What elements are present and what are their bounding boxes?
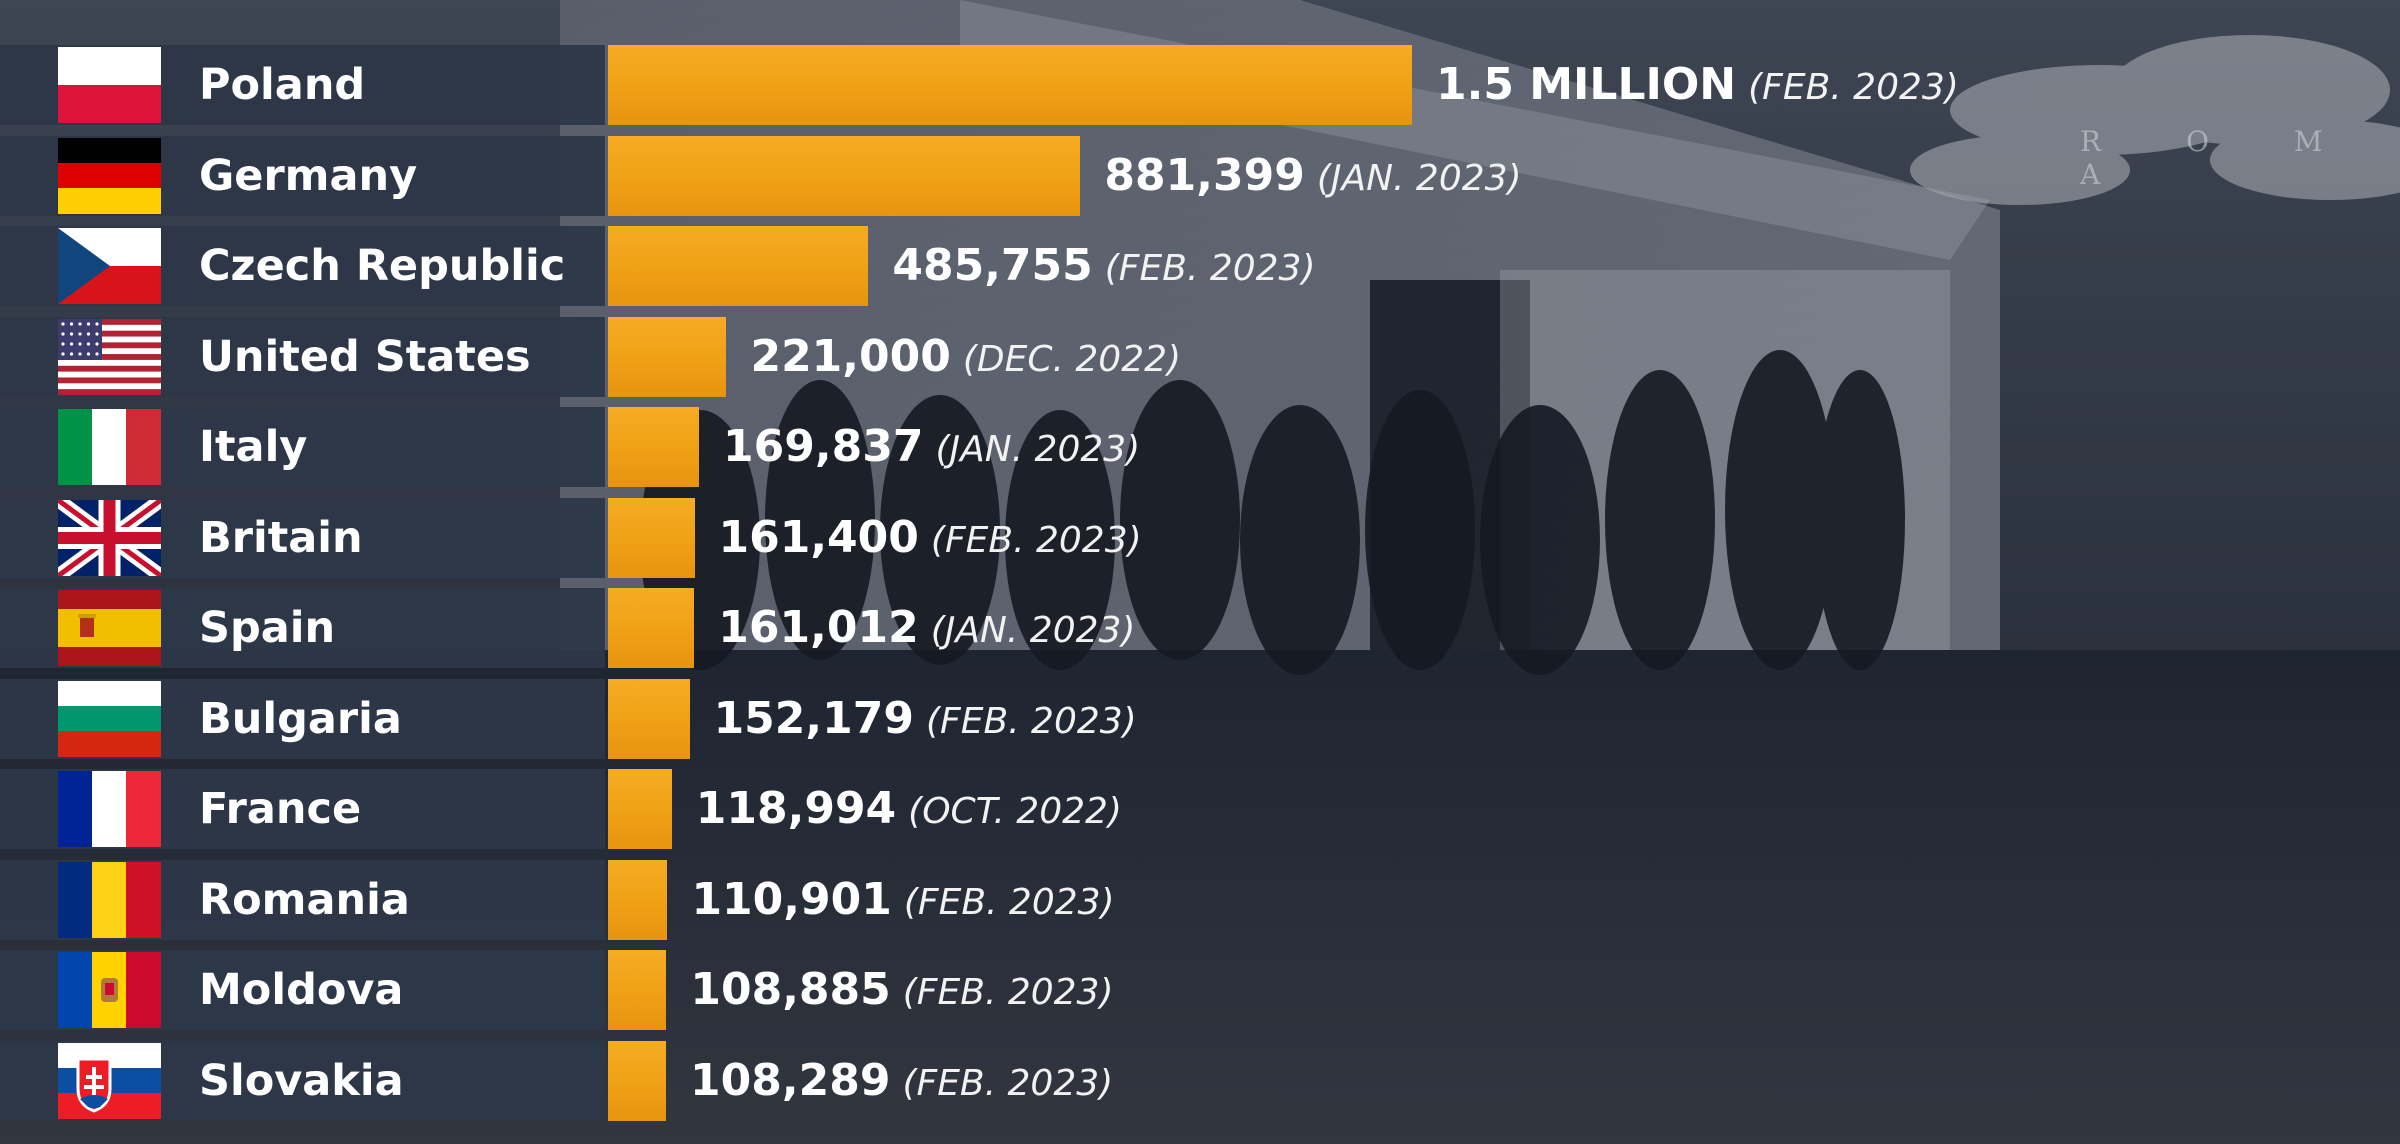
bar — [608, 950, 667, 1030]
bar-row: Slovakia 108,289 (FEB. 2023) — [0, 1040, 2400, 1121]
bar — [608, 769, 672, 849]
bar-row: Spain 161,012 (JAN. 2023) — [0, 588, 2400, 668]
data-label: 110,901 (FEB. 2023) — [691, 860, 1114, 940]
bar-row: Czech Republic 485,755 (FEB. 2023) — [0, 226, 2400, 306]
category-label: United States — [199, 331, 531, 382]
bar — [608, 1040, 667, 1121]
value-label: 108,885 — [690, 964, 891, 1015]
date-label: (JAN. 2023) — [930, 610, 1136, 651]
bulgaria-flag-icon — [58, 680, 161, 757]
value-label: 881,399 — [1104, 149, 1305, 201]
bar-row: Romania 110,901 (FEB. 2023) — [0, 859, 2400, 940]
bar — [608, 226, 869, 306]
bar — [608, 135, 1081, 216]
data-label: 485,755 (FEB. 2023) — [892, 226, 1315, 306]
bar-row: Britain 161,400 (FEB. 2023) — [0, 497, 2400, 578]
date-label: (FEB. 2023) — [925, 700, 1137, 742]
category-label: Moldova — [199, 965, 404, 1015]
bar-row: France 118,994 (OCT. 2022) — [0, 769, 2400, 849]
bar — [608, 316, 727, 397]
bar — [608, 497, 695, 578]
category-label: Czech Republic — [199, 241, 566, 291]
value-label: 1.5 MILLION — [1436, 59, 1737, 110]
bar-row: Poland 1.5 MILLION (FEB. 2023) — [0, 45, 2400, 125]
bar — [608, 407, 700, 487]
value-label: 118,994 — [695, 783, 897, 834]
value-label: 152,179 — [713, 692, 914, 744]
date-label: (FEB. 2023) — [902, 1062, 1114, 1104]
bar — [608, 588, 695, 668]
category-label: Germany — [199, 150, 418, 201]
date-label: (FEB. 2023) — [902, 972, 1114, 1013]
poland-flag-icon — [58, 47, 161, 123]
date-label: (JAN. 2023) — [935, 429, 1141, 470]
italy-flag-icon — [58, 409, 161, 485]
value-label: 110,901 — [691, 873, 892, 925]
bar-row: Italy 169,837 (JAN. 2023) — [0, 407, 2400, 487]
category-label: France — [199, 784, 362, 834]
category-label: Romania — [199, 874, 410, 925]
germany-flag-icon — [58, 137, 161, 214]
category-label: Britain — [199, 512, 363, 563]
date-label: (FEB. 2023) — [930, 519, 1142, 561]
value-label: 108,289 — [690, 1054, 891, 1106]
spain-flag-icon — [58, 590, 161, 666]
category-label: Italy — [199, 422, 308, 472]
value-label: 485,755 — [892, 240, 1093, 291]
date-label: (DEC. 2022) — [962, 338, 1182, 380]
watermark-text: R O M A — [2080, 125, 2361, 191]
data-label: 221,000 (DEC. 2022) — [750, 317, 1181, 397]
date-label: (FEB. 2023) — [1748, 67, 1959, 108]
bar-row: United States 221,000 (DEC. 2022) — [0, 316, 2400, 397]
data-label: 881,399 (JAN. 2023) — [1104, 136, 1521, 216]
date-label: (FEB. 2023) — [903, 881, 1115, 923]
bar — [608, 678, 690, 759]
category-label: Poland — [199, 60, 366, 110]
data-label: 161,400 (FEB. 2023) — [719, 498, 1142, 578]
category-label: Bulgaria — [199, 693, 402, 744]
france-flag-icon — [58, 771, 161, 847]
bar-row: Moldova 108,885 (FEB. 2023) — [0, 950, 2400, 1030]
date-label: (FEB. 2023) — [1104, 248, 1316, 289]
category-label: Spain — [199, 603, 336, 653]
value-label: 221,000 — [750, 330, 951, 382]
usa-flag-icon — [58, 318, 161, 395]
data-label: 1.5 MILLION (FEB. 2023) — [1436, 45, 1959, 125]
moldova-flag-icon — [58, 952, 161, 1028]
date-label: (OCT. 2022) — [908, 791, 1122, 832]
romania-flag-icon — [58, 861, 161, 938]
bar — [608, 45, 1412, 125]
bar-row: Germany 881,399 (JAN. 2023) — [0, 135, 2400, 216]
date-label: (JAN. 2023) — [1316, 157, 1522, 199]
data-label: 169,837 (JAN. 2023) — [723, 407, 1140, 487]
data-label: 161,012 (JAN. 2023) — [718, 588, 1135, 668]
value-label: 169,837 — [723, 421, 924, 472]
data-label: 118,994 (OCT. 2022) — [696, 769, 1122, 849]
category-label: Slovakia — [199, 1055, 404, 1106]
value-label: 161,400 — [718, 511, 919, 563]
value-label: 161,012 — [718, 602, 919, 653]
britain-flag-icon — [58, 499, 161, 576]
slovakia-flag-icon — [58, 1042, 161, 1119]
bar — [608, 859, 668, 940]
bar-row: Bulgaria 152,179 (FEB. 2023) — [0, 678, 2400, 759]
data-label: 152,179 (FEB. 2023) — [714, 679, 1137, 759]
data-label: 108,885 (FEB. 2023) — [690, 950, 1113, 1030]
czech-flag-icon — [58, 228, 161, 304]
data-label: 108,289 (FEB. 2023) — [690, 1041, 1113, 1121]
